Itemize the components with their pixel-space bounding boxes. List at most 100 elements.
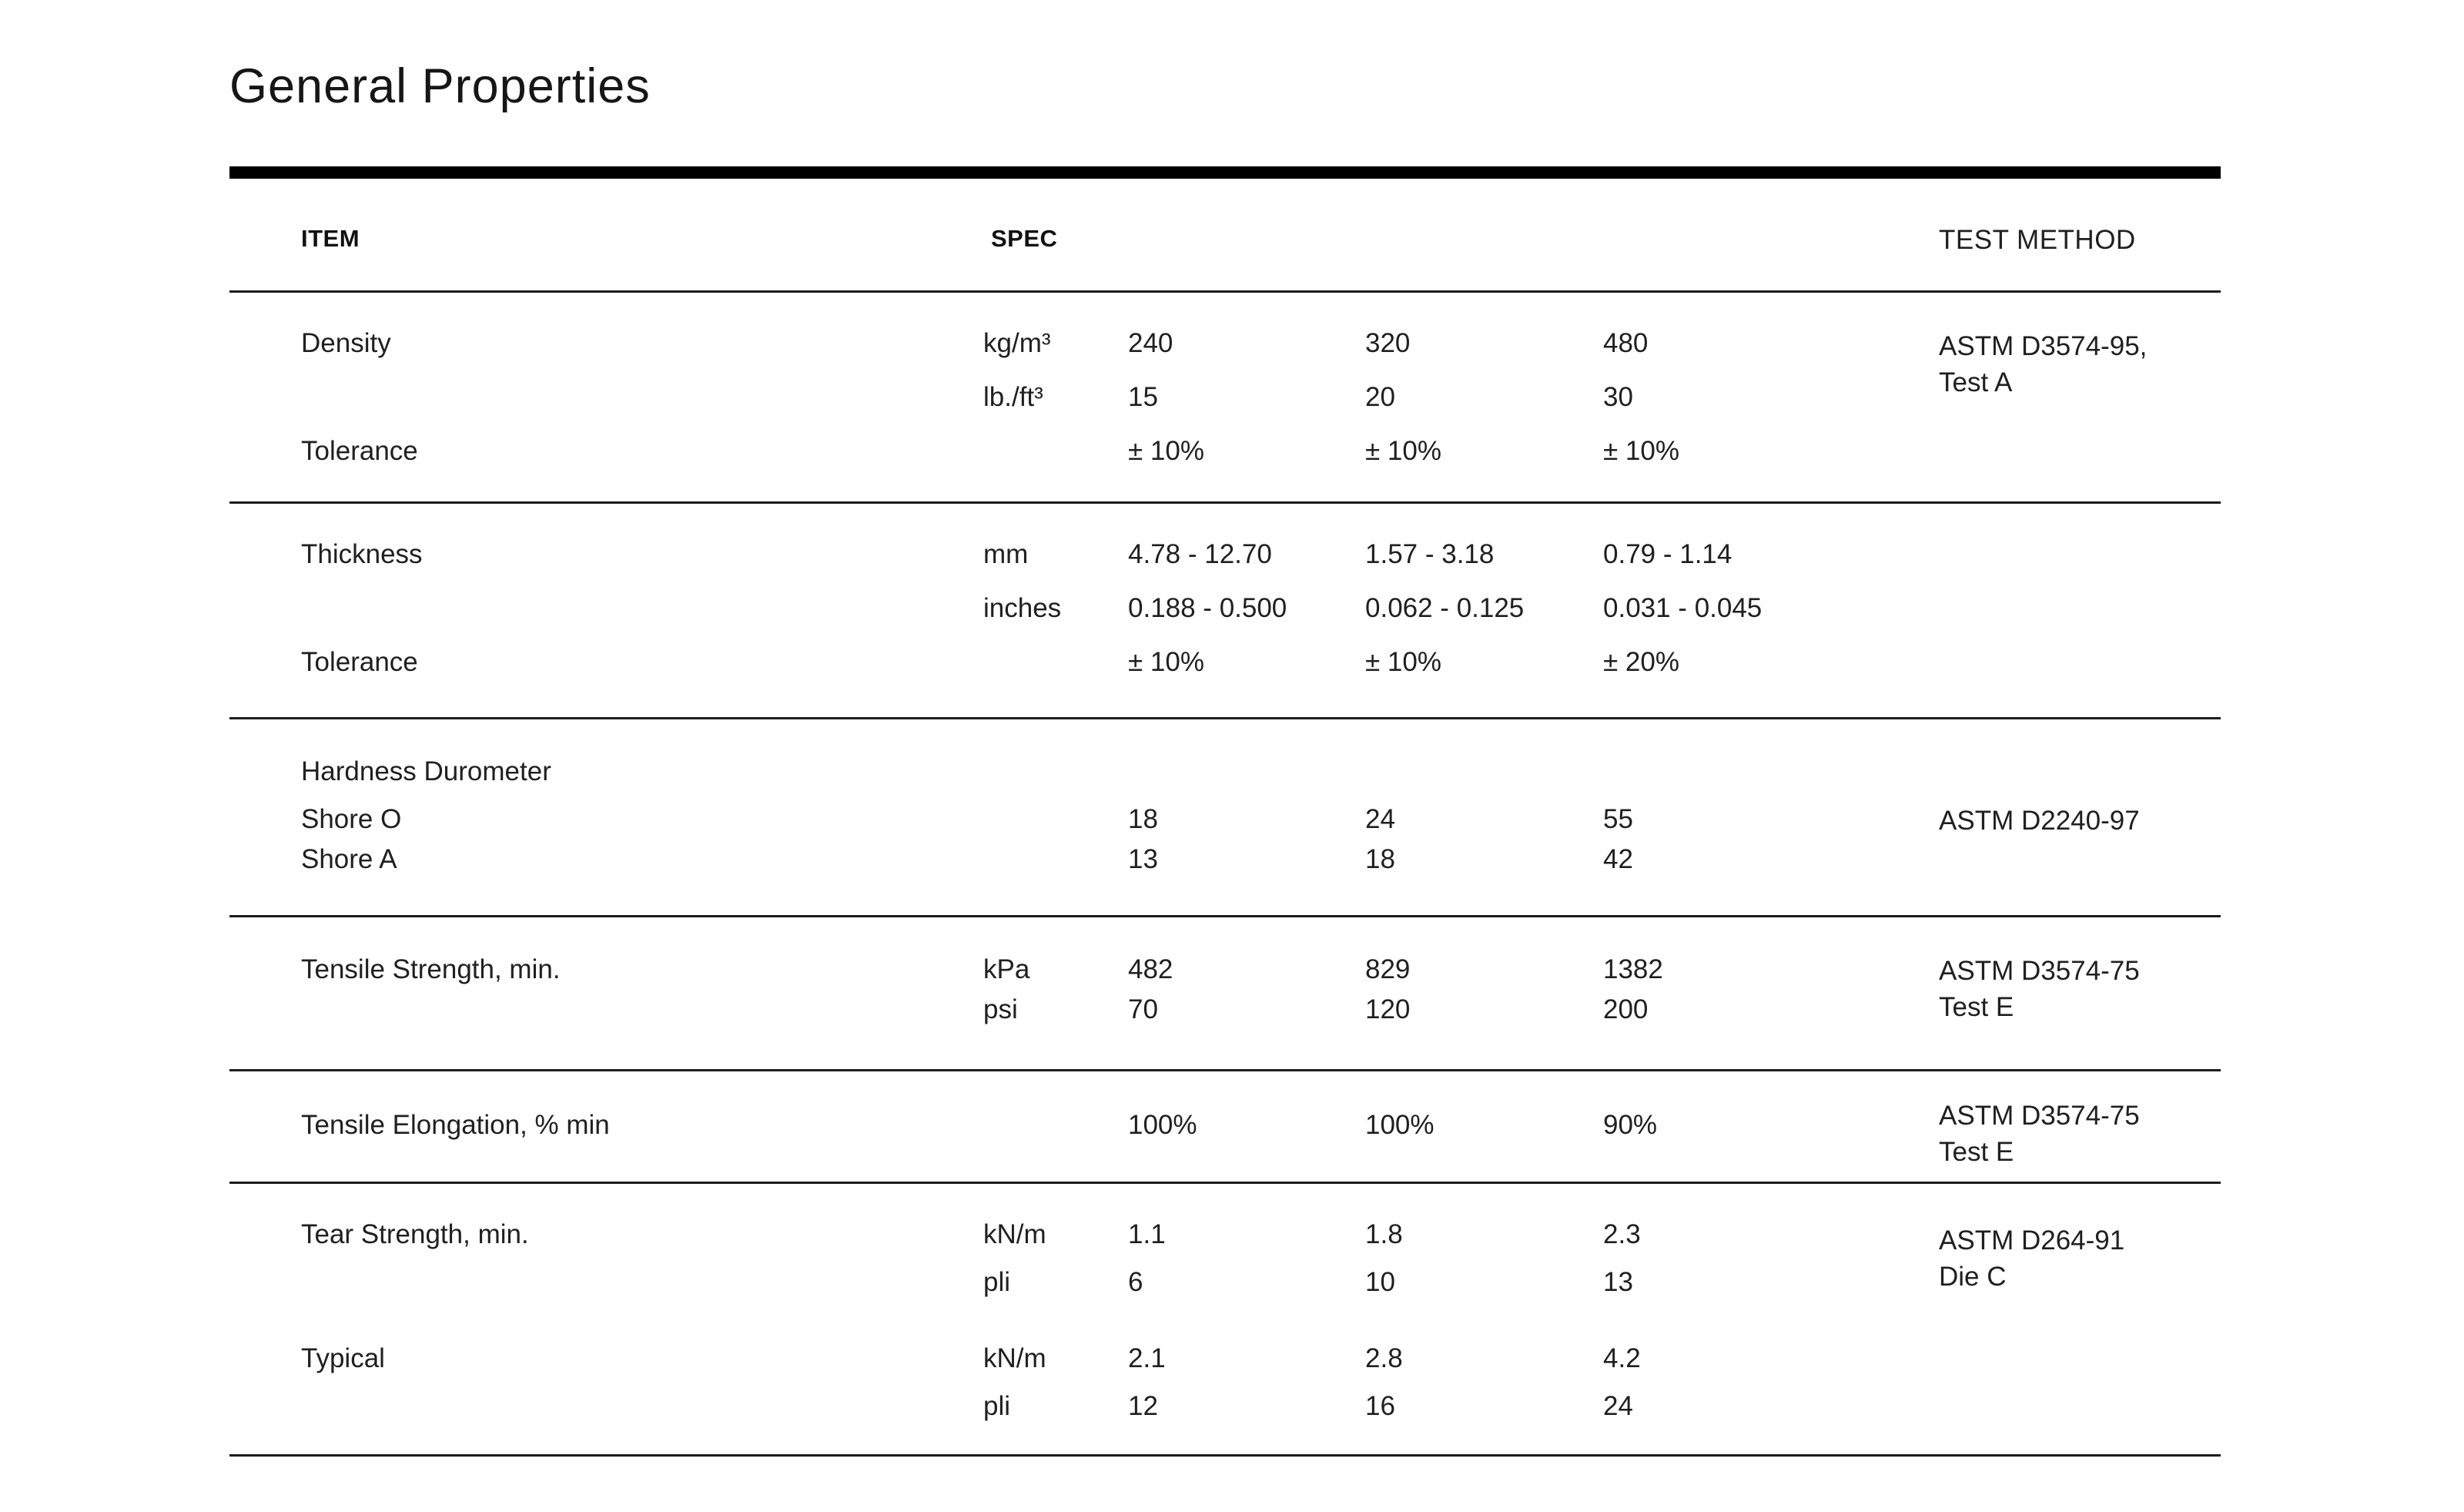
section-density: Density kg/m³ 240 320 480 lb./ft³ 15 20 …	[229, 293, 2221, 504]
test-method-line: Test E	[1939, 992, 2014, 1022]
value-cell: 480	[1603, 328, 1649, 358]
table-row: Tensile Strength, min. kPa 482 829 1382	[301, 953, 2221, 993]
unit-cell: pli	[983, 1267, 1011, 1297]
test-method-line: ASTM D2240-97	[1939, 806, 2140, 836]
item-cell: Density	[301, 328, 391, 358]
item-cell: Shore A	[301, 844, 397, 874]
table-row: psi 70 120 200	[301, 993, 2221, 1033]
value-cell: 18	[1365, 844, 1395, 874]
table-row: Thickness mm 4.78 - 12.70 1.57 - 3.18 0.…	[301, 538, 2221, 592]
value-cell: 1.57 - 3.18	[1365, 539, 1495, 569]
test-method-line: ASTM D3574-75	[1939, 956, 2140, 986]
value-cell: ± 10%	[1365, 647, 1441, 677]
table-row: Tensile Elongation, % min 100% 100% 90%	[301, 1108, 2221, 1156]
unit-cell: kN/m	[983, 1343, 1046, 1373]
unit-cell: mm	[983, 539, 1029, 569]
value-cell: 16	[1365, 1391, 1395, 1421]
value-cell: ± 10%	[1128, 647, 1204, 677]
item-cell: Thickness	[301, 539, 423, 569]
value-cell: 4.78 - 12.70	[1128, 539, 1272, 569]
item-cell: Tensile Elongation, % min	[301, 1110, 610, 1140]
value-cell: 100%	[1365, 1110, 1435, 1140]
unit-cell: psi	[983, 994, 1018, 1024]
item-cell: Shore O	[301, 804, 402, 834]
value-cell: 30	[1603, 382, 1633, 412]
test-method-line: Test E	[1939, 1137, 2014, 1167]
value-cell: 100%	[1128, 1110, 1197, 1140]
table-row: Typical kN/m 2.1 2.8 4.2	[301, 1342, 2221, 1390]
value-cell: 24	[1365, 804, 1395, 834]
test-method-line: Test A	[1939, 367, 2013, 397]
value-cell: 200	[1603, 994, 1649, 1024]
value-cell: 2.8	[1365, 1343, 1403, 1373]
unit-cell: pli	[983, 1391, 1011, 1421]
value-cell: 20	[1365, 382, 1395, 412]
value-cell: 320	[1365, 328, 1411, 358]
unit-cell: kN/m	[983, 1219, 1046, 1249]
section-tensile-strength: Tensile Strength, min. kPa 482 829 1382 …	[229, 917, 2221, 1071]
test-method-cell: ASTM D3574-75 Test E	[1939, 953, 2140, 1025]
value-cell: 2.3	[1603, 1219, 1641, 1249]
test-method-cell: ASTM D3574-95, Test A	[1939, 328, 2147, 401]
unit-cell: kPa	[983, 954, 1030, 984]
value-cell: 55	[1603, 804, 1633, 834]
unit-cell: inches	[983, 593, 1062, 623]
table-row: inches 0.188 - 0.500 0.062 - 0.125 0.031…	[301, 592, 2221, 645]
page-title: General Properties	[229, 59, 651, 113]
item-cell: Tear Strength, min.	[301, 1219, 529, 1249]
value-cell: 6	[1128, 1267, 1143, 1297]
section-tensile-elongation: Tensile Elongation, % min 100% 100% 90% …	[229, 1071, 2221, 1184]
test-method-cell: ASTM D264-91 Die C	[1939, 1222, 2124, 1295]
value-cell: 2.1	[1128, 1343, 1166, 1373]
unit-cell: lb./ft³	[983, 382, 1043, 412]
value-cell: 0.188 - 0.500	[1128, 593, 1287, 623]
table-header-row: ITEM SPEC TEST METHOD	[229, 179, 2221, 293]
test-method-cell: ASTM D3574-75 Test E	[1939, 1098, 2140, 1170]
value-cell: ± 10%	[1603, 436, 1679, 466]
value-cell: 13	[1603, 1267, 1633, 1297]
value-cell: 1382	[1603, 954, 1663, 984]
value-cell: 13	[1128, 844, 1158, 874]
test-method-line: ASTM D3574-75	[1939, 1101, 2140, 1131]
value-cell: 70	[1128, 994, 1158, 1024]
table-row: Tear Strength, min. kN/m 1.1 1.8 2.3	[301, 1218, 2221, 1266]
value-cell: 18	[1128, 804, 1158, 834]
value-cell: 15	[1128, 382, 1158, 412]
table-row: pli 12 16 24	[301, 1390, 2221, 1437]
value-cell: 12	[1128, 1391, 1158, 1421]
value-cell: 0.031 - 0.045	[1603, 593, 1763, 623]
value-cell: 482	[1128, 954, 1173, 984]
test-method-line: ASTM D264-91	[1939, 1225, 2125, 1256]
value-cell: 120	[1365, 994, 1411, 1024]
value-cell: 0.062 - 0.125	[1365, 593, 1525, 623]
value-cell: 1.1	[1128, 1219, 1166, 1249]
table-row: Density kg/m³ 240 320 480	[301, 327, 2221, 381]
value-cell: ± 10%	[1128, 436, 1204, 466]
table-top-rule	[229, 166, 2221, 179]
value-cell: 0.79 - 1.14	[1603, 539, 1732, 569]
test-method-cell: ASTM D2240-97	[1939, 803, 2140, 839]
section-hardness: Hardness Durometer Shore O 18 24 55 Shor…	[229, 719, 2221, 917]
value-cell: 829	[1365, 954, 1411, 984]
table-row: lb./ft³ 15 20 30	[301, 381, 2221, 434]
section-thickness: Thickness mm 4.78 - 12.70 1.57 - 3.18 0.…	[229, 504, 2221, 719]
table-row: pli 6 10 13	[301, 1266, 2221, 1313]
column-header-test-method: TEST METHOD	[1939, 225, 2136, 255]
value-cell: 90%	[1603, 1110, 1658, 1140]
item-cell: Tolerance	[301, 647, 418, 677]
item-cell: Tolerance	[301, 436, 418, 466]
table-row: Tolerance ± 10% ± 10% ± 10%	[301, 434, 2221, 488]
section-tear-strength: Tear Strength, min. kN/m 1.1 1.8 2.3 pli…	[229, 1184, 2221, 1457]
test-method-line: ASTM D3574-95,	[1939, 331, 2148, 361]
item-cell: Hardness Durometer	[301, 756, 551, 786]
column-header-item: ITEM	[301, 225, 360, 252]
value-cell: 10	[1365, 1267, 1395, 1297]
value-cell: 240	[1128, 328, 1173, 358]
item-cell: Typical	[301, 1343, 385, 1373]
table-row: Shore A 13 18 42	[301, 843, 2221, 883]
value-cell: 1.8	[1365, 1219, 1403, 1249]
table-row: Tolerance ± 10% ± 10% ± 20%	[301, 645, 2221, 699]
value-cell: ± 20%	[1603, 647, 1679, 677]
value-cell: 24	[1603, 1391, 1633, 1421]
test-method-line: Die C	[1939, 1262, 2007, 1292]
